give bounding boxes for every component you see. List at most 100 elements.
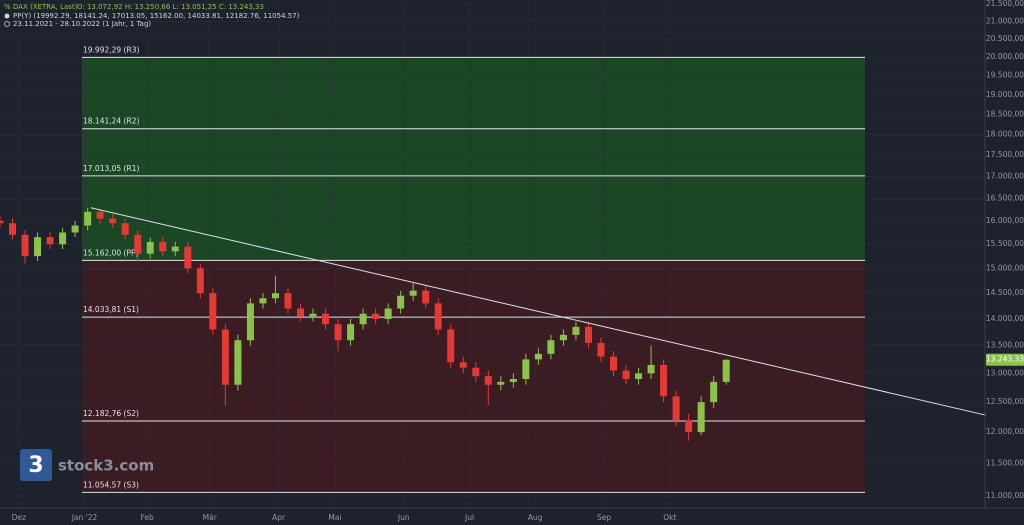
y-tick-label: 21.500,00 (986, 0, 1024, 8)
candle-body (96, 211, 104, 219)
grid (0, 0, 985, 508)
y-tick-label: 15.500,00 (986, 239, 1024, 248)
pivot-label: 12.182,76 (S2) (83, 409, 139, 418)
y-tick-label: 19.000,00 (986, 90, 1024, 99)
candle-body (271, 293, 279, 299)
y-tick-label: 11.500,00 (986, 458, 1024, 467)
y-tick-label: 12.000,00 (986, 427, 1024, 436)
candle-body (234, 340, 242, 385)
watermark: stock3.com (58, 457, 154, 475)
candle-body (722, 359, 730, 382)
candle-body (196, 268, 204, 294)
trend (90, 207, 987, 416)
candle-body (697, 402, 705, 433)
candle-body (610, 356, 618, 371)
trendline (90, 207, 987, 416)
candle-body (46, 237, 54, 245)
candle-body (660, 364, 668, 397)
y-tick-label: 20.000,00 (986, 52, 1024, 61)
candle-body (309, 313, 317, 317)
candle-body (459, 362, 467, 368)
candle-body (84, 211, 92, 226)
y-tick-label: 18.000,00 (986, 129, 1024, 138)
pivot-label: 15.162,00 (PP) (83, 248, 139, 257)
candle-body (497, 381, 505, 385)
x-tick-label: Jul (464, 513, 474, 522)
candle-body (472, 367, 480, 377)
candle-body (647, 364, 655, 374)
pivot-label: 19.992,29 (R3) (83, 45, 139, 54)
candles (0, 207, 730, 441)
candle-body (434, 303, 442, 330)
candle-body (34, 237, 42, 257)
candle-body (584, 326, 592, 343)
y-tick-label: 11.000,00 (986, 491, 1024, 500)
logo (20, 449, 52, 481)
last-price-label: 13.243,33 (986, 355, 1024, 364)
candle-body (71, 225, 79, 233)
x-tick-label: Aug (528, 513, 543, 522)
candle-body (622, 370, 630, 380)
date-range: 23.11.2021 - 28.10.2022 (1 Jahr, 1 Tag) (13, 20, 151, 28)
candle-body (534, 353, 542, 360)
x-tick-label: Mai (328, 513, 341, 522)
x-tick-label: Jun (397, 513, 410, 522)
candle-body (246, 303, 254, 341)
candle-body (597, 342, 605, 357)
x-tick-label: Dez (12, 513, 26, 522)
candle-body (9, 223, 17, 235)
bear-zone (82, 260, 865, 493)
icon: % (4, 3, 11, 11)
bull-zone (82, 57, 865, 261)
candle-body (134, 234, 142, 254)
candle-body (509, 379, 517, 382)
y-tick-label: 18.500,00 (986, 109, 1024, 118)
icon (4, 21, 10, 27)
candle-body (221, 329, 229, 385)
candle-body (384, 308, 392, 319)
candle-body (109, 218, 117, 224)
y-tick-label: 15.000,00 (986, 263, 1024, 272)
candle-body (484, 376, 492, 385)
pivot-label: 11.054,57 (S3) (83, 480, 139, 489)
candle-body (59, 232, 67, 245)
candle-body (522, 359, 530, 380)
candle-body (635, 373, 643, 380)
x-tick-label: Jan '22 (71, 513, 98, 522)
y-tick-label: 14.000,00 (986, 314, 1024, 323)
x-tick-label: Sep (597, 513, 611, 522)
y-tick-label: 13.000,00 (986, 368, 1024, 377)
candle-body (572, 326, 580, 335)
y-tick-label: 12.500,00 (986, 397, 1024, 406)
candle-body (422, 290, 430, 304)
pivot-label: 14.033,81 (S1) (83, 305, 139, 314)
candle-body (21, 234, 29, 257)
y-tick-label: 17.000,00 (986, 171, 1024, 180)
y-tick-label: 20.500,00 (986, 34, 1024, 43)
candle-body (146, 241, 154, 254)
ohlc-readout: O: 13.072,92 H: 13.250,66 L: 13.051,25 C… (77, 3, 264, 11)
candle-body (397, 295, 405, 309)
candle-body (359, 313, 367, 325)
candle-body (672, 396, 680, 420)
logo-mark: 3 (28, 453, 43, 478)
last-price-tag (986, 353, 1024, 366)
candle-body (322, 313, 330, 325)
x-tick-label: Okt (663, 513, 676, 522)
candle-body (121, 223, 129, 235)
pivot-label: 17.013,05 (R1) (83, 164, 139, 173)
candle-body (685, 419, 693, 433)
candle-body (559, 334, 567, 341)
candle-body (447, 329, 455, 363)
candle-body (159, 241, 167, 252)
axes: 11.000,00 11.500,00 12.000,00 12.500,00 13.0… (12, 0, 1024, 522)
y-tick-label: 13.500,00 (986, 341, 1024, 350)
y-tick-label: 19.500,00 (986, 71, 1024, 80)
candle-body (184, 246, 192, 269)
y-tick-label: 14.500,00 (986, 288, 1024, 297)
candle-body (0, 220, 4, 224)
y-tick-label: 21.000,00 (986, 16, 1024, 25)
instrument: DAX (XETRA, Last) (13, 3, 78, 11)
x-tick-label: Apr (272, 513, 286, 522)
